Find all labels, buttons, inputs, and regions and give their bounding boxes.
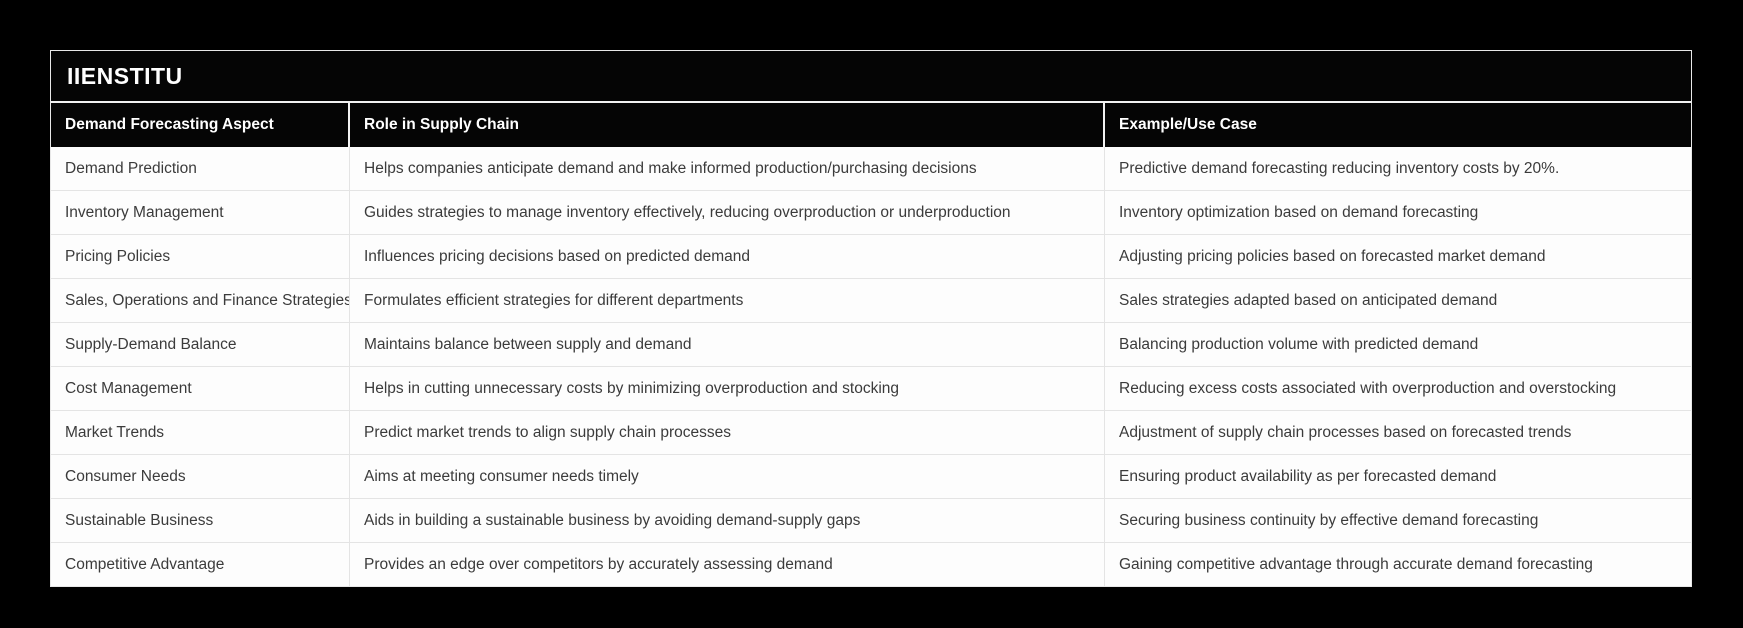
column-header-example: Example/Use Case	[1119, 116, 1257, 133]
table-cell: Formulates efficient strategies for diff…	[350, 279, 1105, 322]
table-cell: Maintains balance between supply and dem…	[350, 323, 1105, 366]
table-cell: Balancing production volume with predict…	[1119, 336, 1479, 353]
table-cell: Inventory Management	[51, 191, 350, 234]
table-header-row: Demand Forecasting Aspect Role in Supply…	[51, 103, 1691, 147]
table-cell: Consumer Needs	[51, 455, 350, 498]
table-cell: Securing business continuity by effectiv…	[1119, 512, 1539, 529]
table-cell: Aids in building a sustainable business …	[350, 499, 1105, 542]
table-row: Sustainable Business Aids in building a s…	[51, 498, 1691, 542]
table-cell: Predictive demand forecasting reducing i…	[1119, 160, 1560, 177]
table-cell: Predict market trends to align supply ch…	[350, 411, 1105, 454]
table-row: Demand Prediction Helps companies anticip…	[51, 147, 1691, 190]
brand-title-bar: IIENSTITU	[51, 51, 1691, 103]
column-header-role: Role in Supply Chain	[350, 103, 1105, 147]
table-cell: Reducing excess costs associated with ov…	[1119, 380, 1617, 397]
table-cell: Sustainable Business	[51, 499, 350, 542]
table-cell: Demand Prediction	[51, 147, 350, 190]
table-row: Inventory Management Guides strategies to…	[51, 190, 1691, 234]
table-cell: Ensuring product availability as per for…	[1119, 468, 1497, 485]
table-cell: Guides strategies to manage inventory ef…	[350, 191, 1105, 234]
table-row: Pricing Policies Influences pricing decis…	[51, 234, 1691, 278]
table-row: Consumer Needs Aims at meeting consumer n…	[51, 454, 1691, 498]
table-body: Demand Prediction Helps companies anticip…	[51, 147, 1691, 586]
demand-forecasting-table: IIENSTITU Demand Forecasting Aspect Role…	[50, 50, 1692, 587]
table-cell: Helps companies anticipate demand and ma…	[350, 147, 1105, 190]
table-row: Market Trends Predict market trends to al…	[51, 410, 1691, 454]
table-cell: Adjustment of supply chain processes bas…	[1119, 424, 1572, 441]
table-cell: Provides an edge over competitors by acc…	[350, 543, 1105, 586]
table-cell: Cost Management	[51, 367, 350, 410]
table-cell: Pricing Policies	[51, 235, 350, 278]
column-header-aspect: Demand Forecasting Aspect	[51, 103, 350, 147]
table-cell: Helps in cutting unnecessary costs by mi…	[350, 367, 1105, 410]
table-cell: Influences pricing decisions based on pr…	[350, 235, 1105, 278]
table-cell: Gaining competitive advantage through ac…	[1119, 556, 1593, 573]
table-cell: Sales, Operations and Finance Strategies	[51, 279, 350, 322]
brand-title: IIENSTITU	[67, 62, 183, 89]
table-row: Sales, Operations and Finance Strategies…	[51, 278, 1691, 322]
table-cell: Aims at meeting consumer needs timely	[350, 455, 1105, 498]
table-cell: Adjusting pricing policies based on fore…	[1119, 248, 1546, 265]
table-row: Supply-Demand Balance Maintains balance b…	[51, 322, 1691, 366]
table-cell: Sales strategies adapted based on antici…	[1119, 292, 1498, 309]
table-cell: Competitive Advantage	[51, 543, 350, 586]
table-row: Cost Management Helps in cutting unnecess…	[51, 366, 1691, 410]
table-cell: Supply-Demand Balance	[51, 323, 350, 366]
table-cell: Market Trends	[51, 411, 350, 454]
table-cell: Inventory optimization based on demand f…	[1119, 204, 1479, 221]
table-row: Competitive Advantage Provides an edge ov…	[51, 542, 1691, 586]
